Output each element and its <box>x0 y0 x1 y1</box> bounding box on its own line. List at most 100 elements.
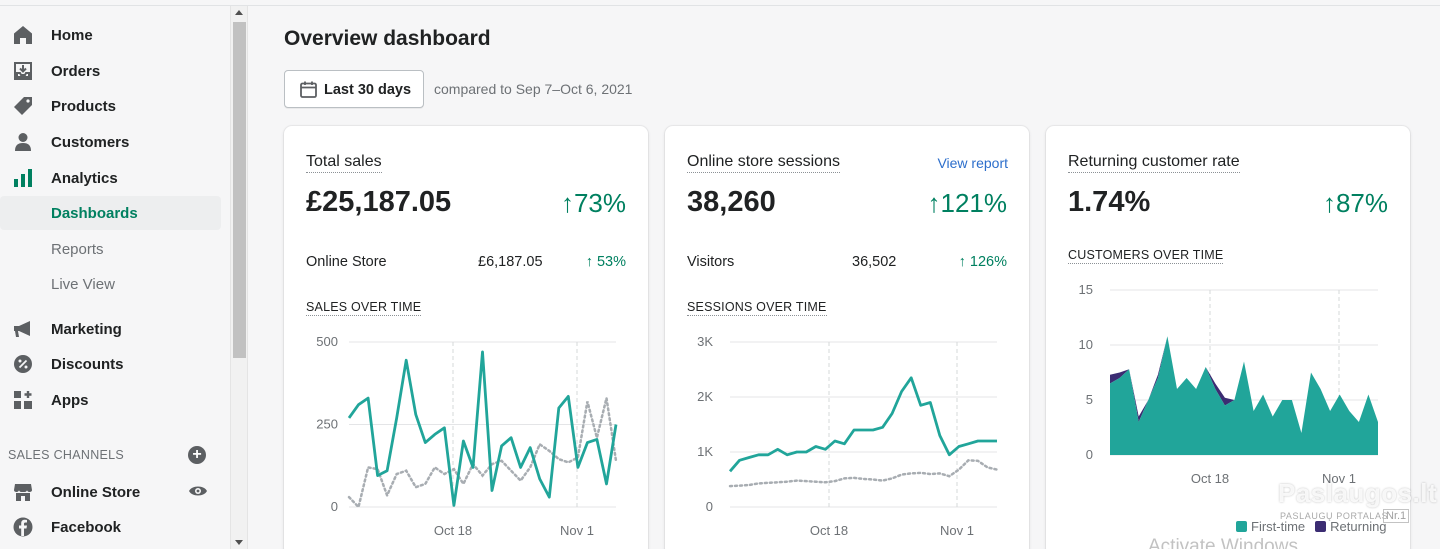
sidebar-item-label: Online Store <box>51 483 141 501</box>
breakdown-value: £6,187.05 <box>478 254 543 270</box>
x-tick-label: Oct 18 <box>810 523 848 538</box>
y-tick-label: 500 <box>316 334 338 349</box>
y-tick-label: 5 <box>1086 392 1093 407</box>
sidebar-item-dashboards[interactable]: Dashboards <box>0 196 221 230</box>
breakdown-change-value: 53% <box>596 254 626 270</box>
sidebar-item-discounts[interactable]: Discounts <box>0 347 221 381</box>
arrow-up-icon: ↑ <box>927 188 941 218</box>
megaphone-icon <box>12 318 34 340</box>
y-tick-label: 2K <box>697 389 713 404</box>
breakdown-label: Online Store <box>306 254 387 270</box>
sales-channels-heading: SALES CHANNELS <box>8 448 125 462</box>
metric-value: 38,260 <box>687 186 776 218</box>
view-report-link[interactable]: View report <box>937 155 1008 171</box>
scroll-down-icon[interactable] <box>235 540 243 545</box>
y-tick-label: 0 <box>331 499 338 514</box>
card-title[interactable]: Online store sessions <box>687 153 840 173</box>
sidebar-item-live-view[interactable]: Live View <box>0 267 221 301</box>
breakdown-value: 36,502 <box>852 254 897 270</box>
primary-series-line <box>347 350 618 507</box>
arrow-up-icon: ↑ <box>585 254 597 270</box>
sidebar-item-label: Home <box>51 26 93 44</box>
sidebar-item-label: Facebook <box>51 518 122 536</box>
legend-label-returning: Returning <box>1330 519 1387 534</box>
sidebar-item-label: Reports <box>51 240 104 258</box>
sidebar-item-label: Analytics <box>51 169 118 187</box>
chart-title[interactable]: CUSTOMERS OVER TIME <box>1068 248 1224 264</box>
sidebar-item-label: Dashboards <box>51 204 138 222</box>
sidebar-item-orders[interactable]: Orders <box>0 54 221 88</box>
x-tick-label: Oct 18 <box>434 523 472 538</box>
sidebar-item-online-store[interactable]: Online Store <box>0 475 221 509</box>
sidebar-item-reports[interactable]: Reports <box>0 232 221 266</box>
sidebar-scrollbar[interactable] <box>230 6 248 549</box>
top-strip <box>0 0 1440 6</box>
metric-value: £25,187.05 <box>306 186 452 218</box>
metric-value: 1.74% <box>1068 186 1151 218</box>
metric-change: ↑121% <box>928 188 1008 219</box>
sidebar-item-apps[interactable]: Apps <box>0 383 221 417</box>
scroll-thumb[interactable] <box>233 22 246 358</box>
sidebar-item-label: Discounts <box>51 355 124 373</box>
sidebar-item-customers[interactable]: Customers <box>0 125 221 159</box>
customers-chart: 0 5 10 15 Oct 18 Nov 1 <box>1079 282 1378 486</box>
watermark-badge: Nr.1 <box>1383 509 1410 523</box>
legend-swatch-returning <box>1315 521 1327 532</box>
metric-change-value: 73% <box>573 188 626 218</box>
metric-change-value: 121% <box>940 188 1008 218</box>
breakdown-change: ↑ 53% <box>586 254 626 270</box>
store-icon <box>12 481 34 503</box>
metric-change: ↑73% <box>561 188 626 219</box>
date-range-button[interactable]: Last 30 days <box>284 70 424 108</box>
sidebar-item-label: Live View <box>51 275 115 293</box>
primary-series-line <box>728 376 997 473</box>
sidebar-item-products[interactable]: Products <box>0 89 221 123</box>
card-title[interactable]: Total sales <box>306 153 382 173</box>
sales-chart: 0 250 500 Oct 18 Nov 1 <box>316 334 618 538</box>
comparison-series-line <box>728 459 999 488</box>
tag-icon <box>12 95 34 117</box>
scroll-up-icon[interactable] <box>235 10 243 15</box>
page-title: Overview dashboard <box>284 27 491 50</box>
add-channel-icon[interactable]: + <box>188 446 206 464</box>
sidebar-item-analytics[interactable]: Analytics <box>0 161 221 195</box>
sessions-card: Online store sessions View report 38,260… <box>665 126 1029 549</box>
compare-text: compared to Sep 7–Oct 6, 2021 <box>434 81 633 97</box>
y-tick-label: 10 <box>1079 337 1093 352</box>
arrow-up-icon: ↑ <box>1322 188 1336 218</box>
watermark-logo: Paslaugos.lt <box>1278 478 1438 508</box>
x-tick-label: Oct 18 <box>1191 471 1229 486</box>
card-title[interactable]: Returning customer rate <box>1068 153 1240 173</box>
activate-windows-text: Activate Windows <box>1148 536 1298 549</box>
person-icon <box>12 131 34 153</box>
chart-title[interactable]: SESSIONS OVER TIME <box>687 300 827 316</box>
legend-label-first-time: First-time <box>1251 519 1306 534</box>
metric-change: ↑87% <box>1323 188 1388 219</box>
arrow-up-icon: ↑ <box>958 254 970 270</box>
chart-title[interactable]: SALES OVER TIME <box>306 300 422 316</box>
sidebar-item-marketing[interactable]: Marketing <box>0 312 221 346</box>
discount-icon <box>12 353 34 375</box>
sessions-chart: 0 1K 2K 3K Oct 18 Nov 1 <box>697 334 999 538</box>
metric-change-value: 87% <box>1335 188 1388 218</box>
bar-chart-icon <box>12 167 34 189</box>
y-tick-label: 1K <box>697 444 713 459</box>
sidebar-item-label: Customers <box>51 133 130 151</box>
orders-icon <box>12 60 34 82</box>
y-tick-label: 0 <box>1086 447 1093 462</box>
calendar-icon <box>300 81 317 103</box>
x-tick-label: Nov 1 <box>940 523 974 538</box>
facebook-icon <box>12 516 34 538</box>
sidebar-item-label: Orders <box>51 62 101 80</box>
breakdown-change-value: 126% <box>969 254 1007 270</box>
eye-icon[interactable] <box>188 484 208 498</box>
breakdown-change: ↑ 126% <box>959 254 1007 270</box>
sidebar-item-facebook[interactable]: Facebook <box>0 510 221 544</box>
sidebar-item-label: Products <box>51 97 117 115</box>
apps-icon <box>12 389 34 411</box>
x-tick-label: Nov 1 <box>1322 471 1356 486</box>
breakdown-label: Visitors <box>687 254 735 270</box>
sidebar-item-home[interactable]: Home <box>0 18 221 52</box>
home-icon <box>12 24 34 46</box>
y-tick-label: 3K <box>697 334 713 349</box>
